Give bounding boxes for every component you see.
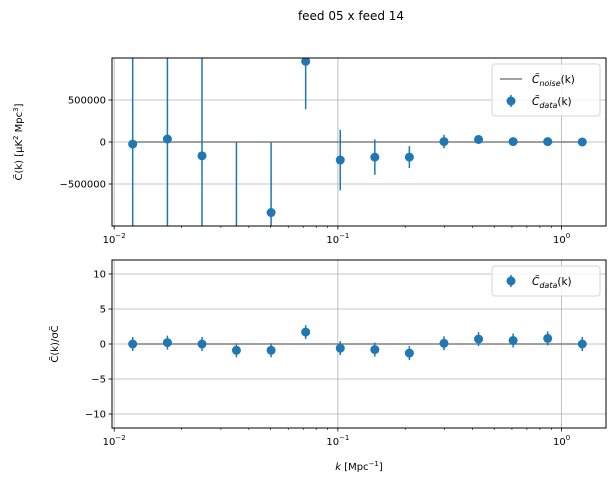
y-tick-label: 0	[100, 138, 106, 149]
data-point	[439, 338, 449, 348]
data-point	[577, 339, 587, 349]
data-point	[508, 336, 518, 345]
data-point	[335, 155, 345, 165]
data-point	[162, 338, 172, 348]
tick-base: 10	[103, 437, 116, 448]
data-point	[197, 339, 207, 349]
tick-base: 10	[553, 437, 566, 448]
data-point	[266, 208, 276, 218]
legend-tail: (k)	[557, 96, 571, 108]
legend-symbol: C̃	[532, 275, 540, 288]
label-part: Mpc	[14, 112, 25, 136]
y-axis-label: C̃(k)/σC̃	[48, 325, 61, 362]
label-part: ]	[14, 103, 25, 107]
data-point	[474, 334, 484, 344]
y-tick-label: −10	[85, 410, 106, 421]
y-tick-label: 10	[93, 270, 106, 281]
label-superscript: 3	[12, 107, 20, 111]
tick-base: 10	[326, 235, 339, 246]
x-tick-label: 10−2	[103, 434, 126, 448]
data-point	[162, 134, 172, 144]
legend-tail: (k)	[561, 74, 575, 86]
tick-base: 10	[553, 235, 566, 246]
legend: C̃data(k)	[491, 265, 601, 297]
data-point	[301, 327, 311, 337]
legend: C̃noise(k)C̃data(k)	[491, 63, 601, 117]
y-tick-label: 5	[100, 305, 106, 316]
legend-entry-label: C̃data(k)	[532, 95, 572, 110]
data-point	[508, 137, 518, 147]
x-tick-label: 10−1	[326, 434, 349, 448]
legend-symbol: C̃	[532, 95, 540, 108]
tick-exponent: −1	[339, 434, 349, 442]
legend-marker-swatch	[506, 96, 516, 106]
data-point	[370, 152, 380, 162]
label-part: ]	[379, 462, 383, 473]
y-tick-label: −500000	[59, 180, 106, 191]
label-part: k	[335, 462, 342, 473]
data-point	[128, 339, 138, 349]
tick-base: 10	[103, 235, 116, 246]
y-tick-label: 500000	[68, 96, 106, 107]
x-tick-label: 100	[553, 232, 570, 246]
x-tick-label: 100	[553, 434, 570, 448]
tick-exponent: 0	[566, 434, 570, 442]
tick-exponent: −1	[339, 232, 349, 240]
data-point	[543, 333, 553, 343]
legend-marker-swatch	[506, 276, 516, 286]
plot-area	[128, 325, 587, 361]
tick-exponent: −2	[115, 434, 125, 442]
data-point	[543, 137, 553, 147]
label-superscript: 2	[12, 135, 20, 139]
legend-entry-label: C̃noise(k)	[532, 73, 575, 88]
data-point	[404, 348, 414, 358]
figure-title: feed 05 x feed 14	[298, 9, 404, 23]
legend-subscript: noise	[539, 79, 560, 88]
legend-entry-label: C̃data(k)	[532, 275, 572, 290]
tick-exponent: 0	[566, 232, 570, 240]
legend-subscript: data	[539, 101, 557, 110]
x-tick-label: 10−1	[326, 232, 349, 246]
x-axis-label: k [Mpc−1]	[335, 460, 383, 473]
data-point	[335, 343, 345, 353]
legend-subscript: data	[539, 281, 557, 290]
legend-box	[491, 265, 601, 297]
data-point	[474, 134, 484, 144]
y-tick-label: 0	[100, 340, 106, 351]
tick-exponent: −2	[115, 232, 125, 240]
data-point	[197, 151, 207, 161]
data-point	[404, 152, 414, 162]
plot-area	[128, 58, 587, 226]
legend-box	[491, 63, 601, 117]
data-point	[266, 345, 276, 355]
data-point	[231, 345, 241, 355]
y-axis-label: C̃(k) [μK2 Mpc3]	[12, 103, 25, 180]
tick-base: 10	[326, 437, 339, 448]
data-point	[439, 137, 449, 147]
data-point	[301, 58, 311, 66]
data-point	[128, 139, 138, 149]
data-point	[577, 137, 587, 147]
legend-symbol: C̃	[532, 73, 540, 86]
x-tick-label: 10−2	[103, 232, 126, 246]
legend-tail: (k)	[557, 276, 571, 288]
label-part: [Mpc	[341, 462, 369, 473]
y-tick-label: −5	[91, 375, 106, 386]
label-superscript: −1	[369, 460, 379, 468]
data-point	[370, 345, 380, 355]
label-part: C̃(k) [μK	[12, 140, 25, 181]
